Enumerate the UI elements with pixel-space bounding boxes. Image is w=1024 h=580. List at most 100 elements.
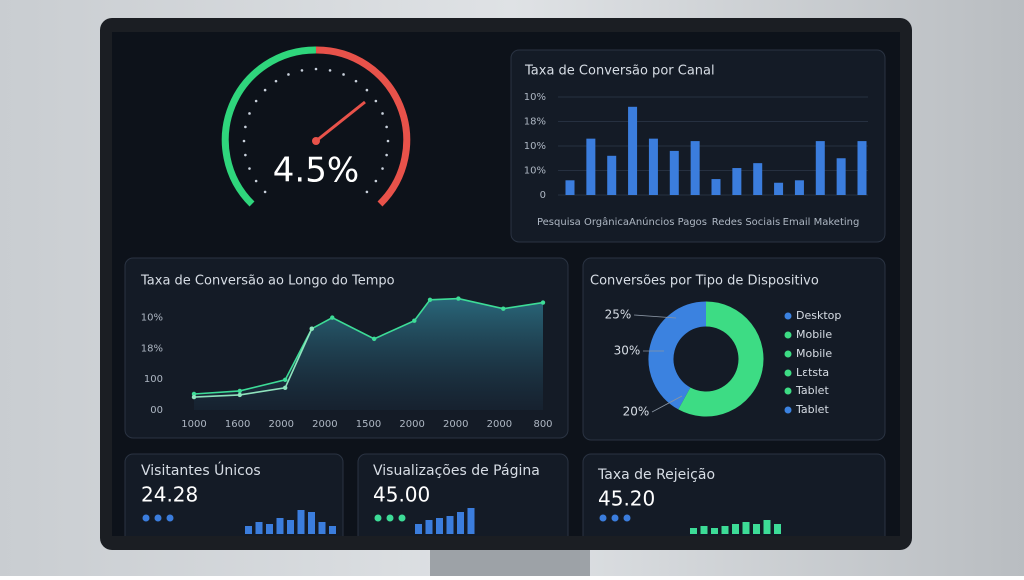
gauge-dot — [365, 190, 369, 194]
gauge-dot — [254, 99, 258, 103]
gauge-dot — [374, 179, 378, 183]
y-tick-label: 10% — [141, 313, 163, 324]
spark-bar — [297, 510, 305, 534]
leader-line — [633, 314, 677, 319]
spark-bar — [774, 524, 781, 534]
spark-bar — [742, 522, 750, 534]
x-tick-label: 1600 — [225, 419, 250, 430]
gauge-dot — [248, 167, 251, 170]
gauge-dot — [354, 79, 358, 83]
y-tick-label: 00 — [150, 405, 163, 416]
gauge-dot — [242, 139, 246, 143]
annotation: 20% — [623, 405, 650, 419]
point — [427, 297, 433, 302]
annotation: 30% — [614, 344, 641, 358]
kpi-dot — [398, 514, 406, 522]
legend-label: Mobile — [796, 347, 832, 360]
donut-slice — [648, 301, 707, 410]
y-tick-label: 100 — [144, 374, 163, 385]
spark-bar — [287, 520, 294, 534]
gauge-dot — [314, 67, 318, 71]
point — [282, 377, 288, 383]
legend-label: Tablet — [795, 403, 829, 416]
bar — [586, 138, 596, 195]
gauge-dot — [386, 139, 390, 143]
bar — [690, 141, 700, 195]
gauge-dot — [287, 73, 290, 76]
bar — [794, 180, 804, 195]
point — [412, 318, 417, 323]
y-tick-label: 18% — [141, 343, 163, 354]
gauge-dot — [374, 99, 378, 103]
legend-label: Mobile — [796, 328, 832, 341]
spark-bar — [700, 526, 708, 534]
spark-bar — [711, 528, 718, 534]
bar — [753, 163, 763, 195]
kpi-dot — [623, 514, 631, 522]
gauge-arc — [221, 46, 317, 207]
kpi-dot — [599, 514, 607, 522]
gauge-dot — [263, 88, 267, 92]
bar — [607, 155, 617, 195]
gauge-hub — [312, 137, 320, 145]
kpi-title: Visitantes Únicos — [141, 461, 261, 479]
legend-swatch — [784, 369, 792, 377]
spark-bar — [457, 512, 464, 534]
point — [191, 394, 197, 400]
spark-bar — [308, 512, 315, 534]
y-tick-label: 10% — [524, 166, 546, 177]
legend-swatch — [784, 331, 792, 339]
legend-swatch — [784, 350, 792, 358]
bar — [669, 150, 679, 195]
bar — [857, 141, 867, 195]
x-label: Pesquisa Orgânica — [537, 216, 629, 228]
spark-bar — [446, 516, 454, 534]
bezel-bottom — [112, 536, 900, 546]
bar — [732, 168, 742, 195]
gauge-dot — [274, 79, 278, 83]
gauge-dot — [248, 112, 251, 115]
spark-bar — [415, 524, 422, 534]
donut-slice — [678, 301, 764, 417]
x-tick-label: 2000 — [312, 419, 337, 430]
spark-bar — [245, 526, 252, 534]
chart-title: Taxa de Conversão ao Longo do Tempo — [140, 274, 395, 289]
leader-line — [651, 395, 683, 413]
point — [540, 300, 546, 305]
spark-bar — [721, 526, 729, 534]
spark-bar — [266, 524, 273, 534]
point — [330, 315, 335, 320]
gauge-dot — [263, 190, 267, 194]
x-tick-label: 2000 — [269, 419, 294, 430]
legend-label: Tablet — [795, 384, 829, 397]
point — [456, 296, 461, 301]
spark-bar — [255, 522, 263, 534]
spark-bar — [732, 524, 739, 534]
bar — [628, 106, 638, 195]
spark-bar — [318, 522, 326, 534]
gauge-dot — [300, 69, 304, 72]
legend-label: Desktop — [796, 309, 841, 322]
spark-bar — [467, 508, 475, 534]
x-tick-label: 2000 — [487, 419, 512, 430]
kpi-value: 24.28 — [141, 483, 198, 507]
gauge-dot — [342, 73, 345, 76]
kpi-title: Visualizações de Página — [373, 463, 540, 479]
x-tick-label: 1000 — [181, 419, 206, 430]
gauge-dot — [244, 125, 247, 129]
gauge-dot — [254, 179, 258, 183]
gauge-arc — [315, 46, 411, 207]
gauge-dot — [385, 125, 388, 129]
kpi-dot — [154, 514, 162, 522]
spark-bar — [425, 520, 433, 534]
point — [237, 392, 243, 398]
point — [282, 385, 288, 391]
kpi-dot — [386, 514, 394, 522]
gauge-dot — [381, 167, 384, 170]
x-tick-label: 1500 — [356, 419, 381, 430]
gauge-dot — [365, 88, 369, 92]
point — [191, 391, 197, 397]
gauge-value: 4.5% — [273, 151, 359, 191]
